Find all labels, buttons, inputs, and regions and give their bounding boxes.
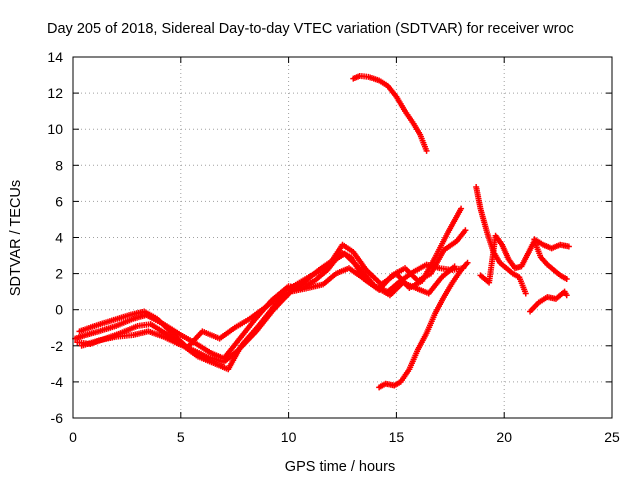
y-tick-label: -6: [51, 410, 64, 426]
data-point: [565, 243, 572, 250]
axis-ticks: 0 5 10 15 20 25 -6 -4 -2 0 2 4 6 8 10 12 14: [47, 49, 620, 445]
x-tick-label: 5: [177, 429, 185, 445]
data-point: [423, 147, 430, 154]
x-tick-label: 25: [604, 429, 620, 445]
y-tick-label: 6: [55, 193, 63, 209]
data-point: [563, 276, 570, 283]
y-tick-label: 12: [47, 85, 63, 101]
data-point: [522, 290, 529, 297]
x-tick-label: 20: [496, 429, 512, 445]
series-track-e: [350, 72, 430, 154]
data-points: [72, 72, 572, 391]
y-tick-label: 4: [55, 230, 63, 246]
x-axis-label: GPS time / hours: [285, 459, 395, 475]
data-point: [451, 263, 458, 270]
data-point: [464, 259, 471, 266]
data-point: [462, 227, 469, 234]
y-tick-label: -2: [51, 338, 64, 354]
y-tick-label: 8: [55, 157, 63, 173]
y-tick-label: 14: [47, 49, 63, 65]
series-track-i: [527, 288, 570, 315]
series-track-f: [376, 259, 471, 391]
y-tick-label: 0: [55, 302, 63, 318]
y-tick-label: -4: [51, 374, 64, 390]
data-point: [563, 292, 570, 299]
series-track-h: [477, 232, 570, 286]
gridlines: [73, 57, 612, 418]
y-axis-label: SDTVAR / TECUs: [8, 180, 24, 296]
chart-title: Day 205 of 2018, Sidereal Day-to-day VTE…: [47, 21, 574, 37]
series-track-d: [78, 263, 458, 366]
x-tick-label: 0: [69, 429, 77, 445]
y-tick-label: 10: [47, 121, 63, 137]
series-track-j: [531, 236, 572, 252]
x-tick-label: 10: [281, 429, 297, 445]
x-tick-label: 15: [389, 429, 405, 445]
series-track-g: [473, 183, 529, 297]
y-tick-label: 2: [55, 266, 63, 282]
data-point: [458, 205, 465, 212]
series-track-c: [76, 227, 469, 351]
